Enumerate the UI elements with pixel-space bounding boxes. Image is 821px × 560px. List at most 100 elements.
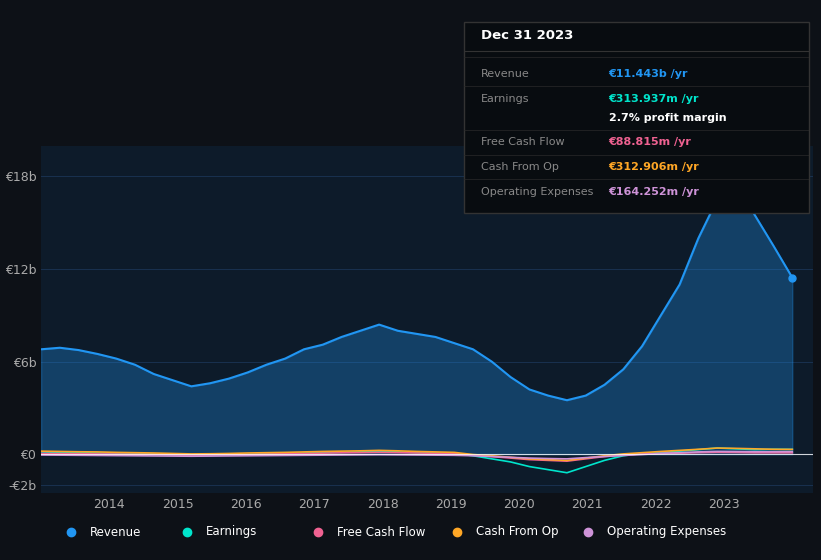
- Free Cash Flow: [337, 450, 346, 456]
- Earnings: [562, 469, 572, 476]
- Text: 2.7% profit margin: 2.7% profit margin: [608, 113, 727, 123]
- Earnings: [525, 463, 534, 470]
- Operating Expenses: [787, 449, 797, 455]
- Free Cash Flow: [694, 449, 704, 456]
- Cash From Op: [374, 447, 384, 454]
- Text: Revenue: Revenue: [90, 525, 141, 539]
- Free Cash Flow: [374, 449, 384, 456]
- Free Cash Flow: [243, 451, 253, 458]
- Revenue: [355, 328, 365, 334]
- Earnings: [337, 449, 346, 456]
- Operating Expenses: [186, 453, 196, 460]
- Text: Free Cash Flow: Free Cash Flow: [481, 137, 565, 147]
- Cash From Op: [525, 455, 534, 462]
- Revenue: [112, 355, 122, 362]
- Operating Expenses: [468, 452, 478, 459]
- Free Cash Flow: [468, 451, 478, 458]
- Cash From Op: [787, 446, 797, 452]
- Operating Expenses: [112, 452, 122, 459]
- Cash From Op: [355, 447, 365, 454]
- Revenue: [675, 281, 685, 288]
- Free Cash Flow: [487, 453, 497, 460]
- Revenue: [262, 361, 272, 368]
- Free Cash Flow: [186, 452, 196, 459]
- Free Cash Flow: [224, 451, 234, 458]
- Earnings: [205, 452, 215, 459]
- Line: Free Cash Flow: Free Cash Flow: [41, 452, 792, 461]
- Free Cash Flow: [149, 451, 158, 458]
- Text: €11.443b /yr: €11.443b /yr: [608, 69, 688, 79]
- Line: Operating Expenses: Operating Expenses: [41, 451, 792, 459]
- Operating Expenses: [374, 451, 384, 458]
- Free Cash Flow: [449, 450, 459, 457]
- Operating Expenses: [449, 452, 459, 459]
- Free Cash Flow: [299, 450, 309, 457]
- Earnings: [768, 446, 778, 452]
- Earnings: [656, 449, 666, 456]
- Cash From Op: [167, 450, 177, 457]
- Earnings: [318, 449, 328, 456]
- Operating Expenses: [525, 455, 534, 461]
- Cash From Op: [618, 451, 628, 458]
- Free Cash Flow: [262, 451, 272, 458]
- Cash From Op: [243, 450, 253, 456]
- Cash From Op: [506, 454, 516, 461]
- Cash From Op: [280, 449, 290, 456]
- Revenue: [74, 347, 84, 353]
- Cash From Op: [656, 448, 666, 455]
- Operating Expenses: [487, 453, 497, 460]
- Free Cash Flow: [618, 451, 628, 458]
- Cash From Op: [675, 447, 685, 454]
- Earnings: [506, 459, 516, 465]
- Earnings: [487, 455, 497, 462]
- Operating Expenses: [262, 452, 272, 459]
- Free Cash Flow: [167, 451, 177, 458]
- Cash From Op: [112, 449, 122, 456]
- Cash From Op: [149, 450, 158, 456]
- Earnings: [430, 450, 440, 456]
- Earnings: [262, 451, 272, 458]
- Cash From Op: [694, 446, 704, 452]
- Cash From Op: [337, 448, 346, 455]
- Revenue: [167, 377, 177, 384]
- Earnings: [468, 452, 478, 459]
- Revenue: [694, 235, 704, 241]
- Cash From Op: [74, 449, 84, 455]
- Revenue: [205, 380, 215, 386]
- Earnings: [93, 450, 103, 456]
- Earnings: [374, 448, 384, 455]
- Earnings: [787, 446, 797, 452]
- Earnings: [580, 463, 590, 470]
- Revenue: [449, 340, 459, 347]
- Line: Cash From Op: Cash From Op: [41, 448, 792, 460]
- Text: €312.906m /yr: €312.906m /yr: [608, 162, 699, 172]
- Earnings: [618, 452, 628, 459]
- Text: €88.815m /yr: €88.815m /yr: [608, 137, 691, 147]
- Cash From Op: [318, 448, 328, 455]
- Revenue: [374, 321, 384, 328]
- Operating Expenses: [243, 452, 253, 459]
- Revenue: [656, 312, 666, 319]
- Revenue: [599, 381, 609, 388]
- Cash From Op: [186, 451, 196, 458]
- Earnings: [750, 446, 759, 453]
- Cash From Op: [205, 450, 215, 457]
- Free Cash Flow: [544, 457, 553, 464]
- Cash From Op: [449, 449, 459, 456]
- Cash From Op: [55, 448, 65, 455]
- Cash From Op: [262, 449, 272, 456]
- Free Cash Flow: [656, 450, 666, 457]
- Operating Expenses: [694, 449, 704, 455]
- Revenue: [544, 392, 553, 399]
- Cash From Op: [393, 447, 403, 454]
- Cash From Op: [599, 452, 609, 459]
- Revenue: [525, 386, 534, 393]
- Revenue: [562, 397, 572, 404]
- Earnings: [186, 452, 196, 459]
- Text: €164.252m /yr: €164.252m /yr: [608, 187, 699, 197]
- Operating Expenses: [299, 452, 309, 459]
- Operating Expenses: [337, 451, 346, 458]
- Earnings: [544, 466, 553, 473]
- Operating Expenses: [731, 448, 741, 455]
- Earnings: [299, 450, 309, 456]
